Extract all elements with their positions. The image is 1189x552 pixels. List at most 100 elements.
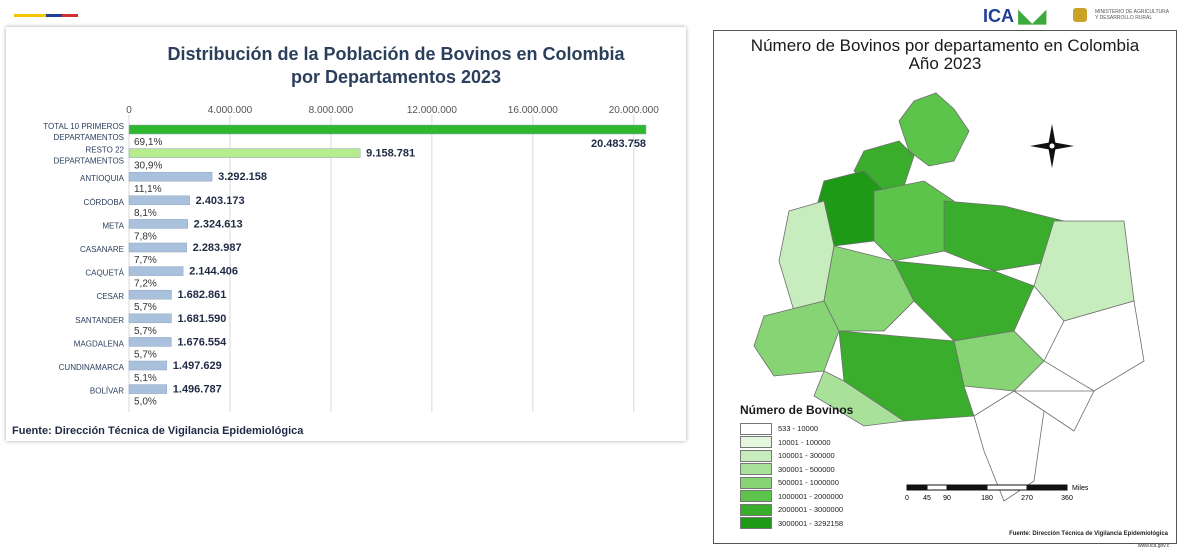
bar bbox=[128, 171, 213, 182]
map-title-line1: Número de Bovinos por departamento en Co… bbox=[750, 36, 1140, 55]
legend-item: 2000001 - 3000000 bbox=[740, 503, 900, 517]
scale-segment bbox=[1026, 484, 1068, 491]
map-legend: Número de Bovinos 533 - 10000 10001 - 100… bbox=[740, 403, 900, 530]
map-region-putumayo bbox=[813, 370, 906, 427]
bar bbox=[128, 384, 168, 394]
percent-label: 8,1% bbox=[134, 208, 157, 219]
bar-chart-panel: Distribución de la Población de Bovinos … bbox=[6, 27, 686, 441]
percent-label: 5,7% bbox=[134, 326, 157, 337]
percent-label: 7,8% bbox=[134, 231, 157, 242]
map-panel: Número de Bovinos por departamento en Co… bbox=[703, 30, 1189, 550]
value-label: 3.292.158 bbox=[218, 171, 267, 183]
ica-logo: ICA ◣◢ bbox=[983, 6, 1046, 27]
chart-title-line2: por Departamentos 2023 bbox=[290, 67, 502, 87]
category-label: MAGDALENA bbox=[74, 339, 125, 348]
bar bbox=[128, 289, 172, 300]
legend-item: 533 - 10000 bbox=[740, 422, 900, 436]
legend-swatch bbox=[740, 503, 772, 516]
value-label: 9.158.781 bbox=[366, 148, 415, 160]
bar bbox=[128, 219, 188, 229]
legend-swatch bbox=[740, 490, 772, 503]
percent-label: 7,2% bbox=[134, 279, 157, 290]
map-frame: Número de Bovinos por departamento en Co… bbox=[713, 30, 1177, 544]
scale-tick-label: 360 bbox=[1061, 495, 1073, 502]
map-region-north bbox=[898, 92, 970, 167]
chart-title-line1: Distribución de la Población de Bovinos … bbox=[167, 44, 625, 64]
legend-item: 1000001 - 2000000 bbox=[740, 490, 900, 504]
legend-label: 10001 - 100000 bbox=[778, 437, 831, 447]
map-region-vaupes bbox=[1012, 390, 1095, 432]
bar bbox=[128, 242, 187, 253]
category-label: CAQUETÁ bbox=[85, 269, 124, 278]
bar bbox=[128, 195, 190, 206]
scale-tick-label: 270 bbox=[1021, 495, 1033, 502]
chart-title: Distribución de la Población de Bovinos … bbox=[6, 43, 786, 89]
scale-segment bbox=[906, 484, 928, 491]
shield-icon bbox=[1073, 8, 1087, 22]
scale-unit-label: Miles bbox=[1072, 485, 1089, 492]
x-tick-label: 20.000.000 bbox=[609, 105, 659, 116]
legend-label: 2000001 - 3000000 bbox=[778, 505, 844, 515]
x-tick-label: 8.000.000 bbox=[309, 105, 354, 116]
map-title-line2: Año 2023 bbox=[908, 54, 982, 73]
compass-rose-icon bbox=[1030, 124, 1074, 168]
map-title: Número de Bovinos por departamento en Co… bbox=[714, 37, 1176, 73]
category-label: SANTANDER bbox=[75, 316, 124, 325]
percent-label: 5,7% bbox=[134, 302, 157, 313]
legend-label: 100001 - 300000 bbox=[778, 451, 835, 461]
legend-swatch bbox=[740, 449, 772, 462]
website-url: www.ica.gov.c bbox=[1138, 543, 1170, 549]
legend-label: 3000001 - 3292158 bbox=[778, 518, 844, 528]
colombia-flag-stripe bbox=[14, 14, 78, 17]
map-region-guaviare bbox=[953, 330, 1045, 392]
ica-logo-mark: ◣◢ bbox=[1013, 6, 1047, 26]
legend-item: 3000001 - 3292158 bbox=[740, 517, 900, 531]
ministry-label: MINISTERIO DE AGRICULTURA Y DESARROLLO R… bbox=[1095, 9, 1185, 21]
value-label: 2.144.406 bbox=[189, 266, 238, 278]
legend-label: 300001 - 500000 bbox=[778, 464, 835, 474]
percent-label: 11,1% bbox=[134, 184, 162, 195]
legend-swatch bbox=[740, 517, 772, 530]
legend-item: 10001 - 100000 bbox=[740, 436, 900, 450]
map-region-guainia bbox=[1043, 300, 1145, 392]
legend-label: 1000001 - 2000000 bbox=[778, 491, 844, 501]
map-scale-bar: 0 45 90 180 270 360 Miles bbox=[905, 484, 1089, 502]
value-label: 1.681.590 bbox=[177, 313, 226, 325]
legend-item: 500001 - 1000000 bbox=[740, 476, 900, 490]
legend-swatch bbox=[740, 476, 772, 489]
value-label: 2.283.987 bbox=[193, 242, 242, 254]
category-label: CESAR bbox=[96, 292, 124, 301]
scale-tick-label: 90 bbox=[943, 495, 951, 502]
bar bbox=[128, 360, 168, 371]
bar-chart: 0 4.000.000 8.000.000 12.000.000 16.000.000 2… bbox=[43, 105, 659, 412]
legend-label: 500001 - 1000000 bbox=[778, 478, 839, 488]
value-label: 1.682.861 bbox=[177, 289, 226, 301]
percent-label: 69,1% bbox=[134, 137, 162, 148]
x-tick-label: 16.000.000 bbox=[508, 105, 558, 116]
category-label: CASANARE bbox=[80, 245, 124, 254]
value-label: 20.483.758 bbox=[591, 138, 646, 150]
legend-swatch bbox=[740, 463, 772, 476]
map-region-pacific bbox=[753, 300, 840, 377]
legend-label: 533 - 10000 bbox=[778, 424, 819, 434]
map-source: Fuente: Dirección Técnica de Vigilancia … bbox=[1009, 531, 1168, 537]
percent-label: 30,9% bbox=[134, 161, 162, 172]
percent-label: 5,7% bbox=[134, 349, 157, 360]
category-label: RESTO 22 bbox=[85, 146, 124, 155]
legend-item: 300001 - 500000 bbox=[740, 463, 900, 477]
scale-segment bbox=[986, 484, 1028, 491]
bar bbox=[128, 124, 647, 135]
bar bbox=[128, 337, 172, 347]
ministry-line2: Y DESARROLLO RURAL bbox=[1095, 15, 1153, 21]
percent-label: 5,0% bbox=[134, 397, 157, 408]
map-region-santander bbox=[873, 180, 955, 262]
value-label: 2.403.173 bbox=[196, 195, 245, 207]
scale-segment bbox=[946, 484, 988, 491]
x-tick-label: 4.000.000 bbox=[208, 105, 253, 116]
x-tick-label: 0 bbox=[126, 105, 132, 116]
legend-swatch bbox=[740, 436, 772, 449]
category-label: TOTAL 10 PRIMEROS bbox=[43, 122, 124, 131]
scale-segment bbox=[926, 484, 948, 491]
category-label: CÓRDOBA bbox=[84, 198, 125, 207]
bar bbox=[128, 266, 184, 276]
